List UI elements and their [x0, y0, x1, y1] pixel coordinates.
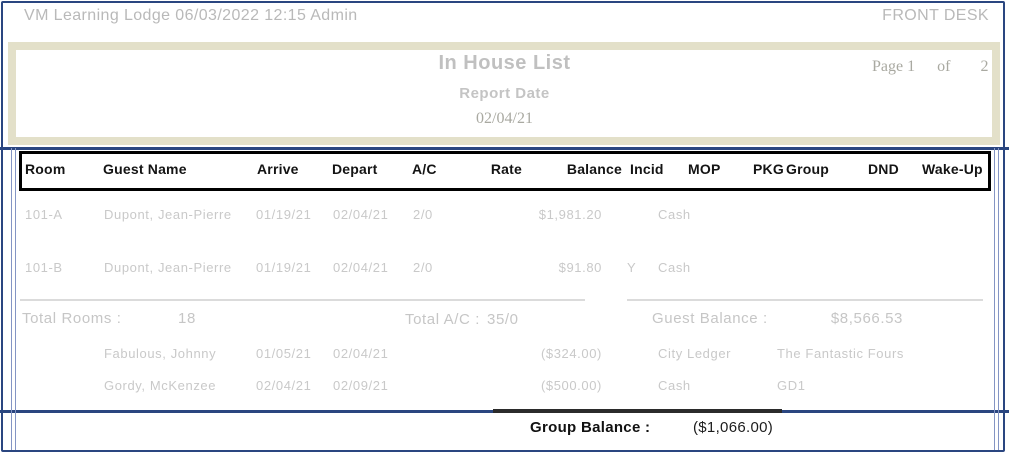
cell-incid: Y: [627, 260, 637, 275]
grid-vline-right-inner: [994, 148, 995, 450]
cell-mop: Cash: [658, 260, 691, 275]
page-indicator: Page 1 of 2: [872, 58, 988, 76]
cell-group: The Fantastic Fours: [777, 346, 904, 361]
grid-line-top: [0, 147, 1009, 150]
cell-balance: ($324.00): [540, 346, 602, 361]
cell-mop: City Ledger: [658, 346, 732, 361]
report-title: In House List: [438, 52, 571, 74]
cell-group: GD1: [777, 378, 806, 393]
group-balance-value: ($1,066.00): [693, 419, 774, 436]
col-header-incid: Incid: [630, 161, 664, 177]
guest-balance-value: $8,566.53: [830, 310, 903, 327]
report-date-value: 02/04/21: [476, 110, 533, 127]
grid-vline-left-inner: [15, 148, 16, 450]
cell-depart: 02/04/21: [333, 260, 389, 275]
grid-vline-left-outer: [11, 148, 12, 450]
page-label: Page: [872, 58, 904, 75]
cell-depart: 02/04/21: [333, 346, 389, 361]
report-title-box: [8, 42, 1000, 145]
col-header-group: Group: [786, 161, 829, 177]
of-label: of: [937, 58, 951, 75]
grid-vline-right-outer: [998, 148, 999, 450]
cell-arrive: 01/19/21: [256, 260, 312, 275]
cell-room: 101-A: [25, 207, 63, 222]
guest-balance-label: Guest Balance :: [652, 310, 768, 327]
cell-balance: $1,981.20: [538, 207, 602, 222]
cell-balance: ($500.00): [540, 378, 602, 393]
cell-balance: $91.80: [558, 260, 602, 275]
cell-depart: 02/04/21: [333, 207, 389, 222]
totals-separator-right: [627, 299, 983, 301]
department-label: FRONT DESK: [882, 7, 989, 24]
col-header-balance: Balance: [566, 161, 622, 177]
col-header-wakeup: Wake-Up: [922, 161, 983, 177]
cell-mop: Cash: [658, 378, 691, 393]
col-header-dnd: DND: [868, 161, 899, 177]
table-header-band: [19, 151, 991, 191]
col-header-depart: Depart: [332, 161, 378, 177]
property-datetime-user-text: VM Learning Lodge 06/03/2022 12:15 Admin: [24, 7, 358, 24]
total-ac-value: 35/0: [487, 311, 519, 328]
col-header-room: Room: [25, 161, 66, 177]
total-ac-label: Total A/C :: [405, 311, 480, 328]
col-header-guest: Guest Name: [103, 161, 187, 177]
cell-arrive: 02/04/21: [256, 378, 312, 393]
group-balance-overline: [493, 409, 782, 413]
col-header-pkg: PKG: [753, 161, 784, 177]
total-rooms-label: Total Rooms :: [22, 310, 122, 327]
col-header-ac: A/C: [412, 161, 437, 177]
totals-separator-left: [20, 299, 585, 301]
cell-guest: Dupont, Jean-Pierre: [104, 207, 232, 222]
cell-guest: Fabulous, Johnny: [104, 346, 217, 361]
cell-guest: Dupont, Jean-Pierre: [104, 260, 232, 275]
cell-ac: 2/0: [413, 260, 433, 275]
col-header-rate: Rate: [490, 161, 522, 177]
cell-ac: 2/0: [413, 207, 433, 222]
col-header-mop: MOP: [688, 161, 721, 177]
cell-guest: Gordy, McKenzee: [104, 378, 217, 393]
cell-mop: Cash: [658, 207, 691, 222]
col-header-arrive: Arrive: [257, 161, 299, 177]
group-balance-label: Group Balance :: [530, 419, 651, 436]
total-rooms-value: 18: [178, 310, 196, 327]
cell-arrive: 01/19/21: [256, 207, 312, 222]
report-date-label: Report Date: [459, 85, 550, 102]
page-number: 1: [907, 58, 916, 75]
total-pages: 2: [980, 58, 989, 75]
cell-room: 101-B: [25, 260, 63, 275]
cell-depart: 02/09/21: [333, 378, 389, 393]
cell-arrive: 01/05/21: [256, 346, 312, 361]
